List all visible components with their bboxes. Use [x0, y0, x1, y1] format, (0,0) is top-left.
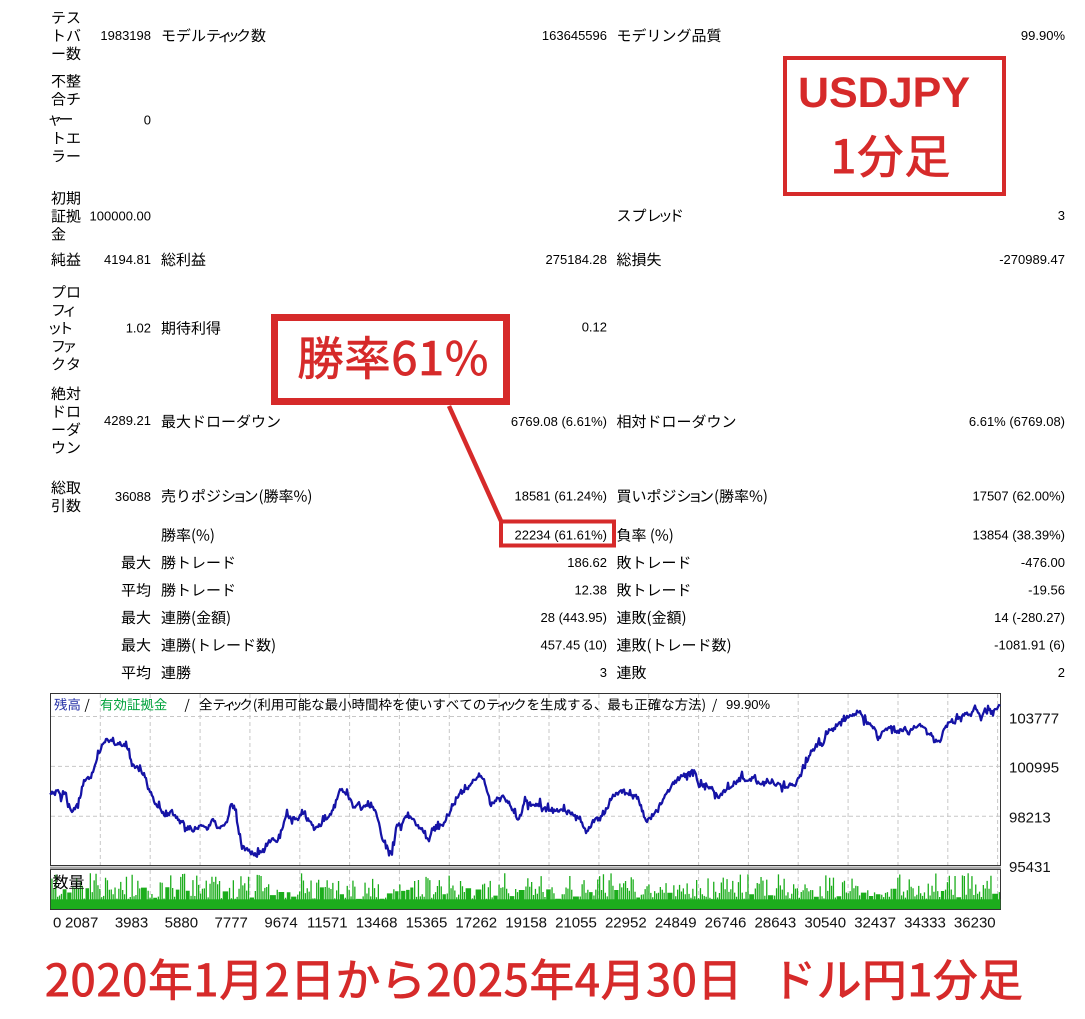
svg-text:36088: 36088	[115, 489, 151, 504]
svg-text:5880: 5880	[165, 914, 198, 931]
svg-text:6.61% (6769.08): 6.61% (6769.08)	[969, 414, 1065, 429]
svg-text:2087: 2087	[65, 914, 98, 931]
svg-text:22952: 22952	[605, 914, 647, 931]
svg-text:99.90%: 99.90%	[726, 697, 771, 712]
svg-text:9674: 9674	[264, 914, 297, 931]
svg-text:17262: 17262	[455, 914, 497, 931]
svg-text:7777: 7777	[215, 914, 248, 931]
svg-text:4289.21: 4289.21	[104, 413, 151, 428]
svg-text:13854 (38.39%): 13854 (38.39%)	[972, 528, 1065, 543]
svg-text:100995: 100995	[1009, 759, 1059, 776]
svg-text:36230: 36230	[954, 914, 996, 931]
svg-text:13468: 13468	[356, 914, 398, 931]
svg-text:275184.28: 275184.28	[546, 252, 607, 267]
svg-text:100000.00: 100000.00	[90, 209, 151, 224]
svg-text:457.45 (10): 457.45 (10)	[541, 638, 608, 653]
svg-text:98213: 98213	[1009, 809, 1051, 826]
svg-text:0: 0	[53, 914, 61, 931]
svg-text:3: 3	[600, 665, 607, 680]
svg-text:11571: 11571	[307, 914, 348, 931]
svg-text:-19.56: -19.56	[1028, 583, 1065, 598]
svg-text:0.12: 0.12	[582, 320, 607, 335]
svg-text:3: 3	[1058, 208, 1065, 223]
svg-text:1983198: 1983198	[100, 28, 151, 43]
svg-text:95431: 95431	[1009, 859, 1051, 876]
svg-text:26746: 26746	[705, 914, 747, 931]
svg-text:15365: 15365	[406, 914, 448, 931]
svg-text:2: 2	[1058, 665, 1065, 680]
svg-text:32437: 32437	[854, 914, 896, 931]
svg-text:12.38: 12.38	[574, 583, 607, 598]
svg-text:28643: 28643	[755, 914, 797, 931]
svg-text:22234 (61.61%): 22234 (61.61%)	[514, 528, 607, 543]
svg-text:21055: 21055	[555, 914, 597, 931]
svg-text:19158: 19158	[505, 914, 547, 931]
svg-text:4194.81: 4194.81	[104, 252, 151, 267]
svg-text:103777: 103777	[1009, 710, 1059, 727]
svg-text:USDJPY: USDJPY	[798, 69, 970, 117]
svg-text:1.02: 1.02	[126, 321, 151, 336]
svg-text:-270989.47: -270989.47	[999, 252, 1065, 267]
svg-text:-1081.91 (6): -1081.91 (6)	[994, 638, 1065, 653]
svg-text:-476.00: -476.00	[1021, 555, 1065, 570]
svg-text:30540: 30540	[804, 914, 846, 931]
svg-text:3983: 3983	[115, 914, 148, 931]
svg-text:186.62: 186.62	[567, 555, 607, 570]
svg-text:14 (-280.27): 14 (-280.27)	[994, 610, 1065, 625]
svg-text:0: 0	[144, 113, 151, 128]
svg-text:163645596: 163645596	[542, 28, 607, 43]
svg-text:99.90%: 99.90%	[1021, 28, 1066, 43]
svg-text:18581 (61.24%): 18581 (61.24%)	[514, 489, 607, 504]
svg-text:24849: 24849	[655, 914, 697, 931]
svg-text:34333: 34333	[904, 914, 946, 931]
svg-text:28 (443.95): 28 (443.95)	[541, 610, 608, 625]
svg-text:6769.08 (6.61%): 6769.08 (6.61%)	[511, 414, 607, 429]
svg-text:17507 (62.00%): 17507 (62.00%)	[972, 489, 1065, 504]
